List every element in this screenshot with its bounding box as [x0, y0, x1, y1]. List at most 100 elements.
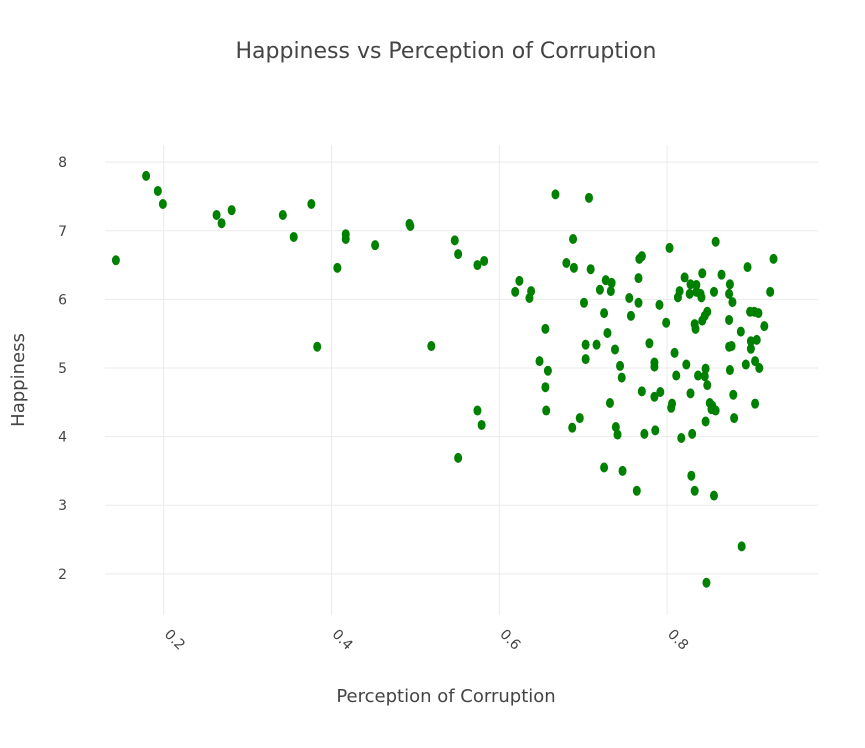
point: [670, 347, 679, 358]
point: [632, 485, 641, 496]
point: [682, 359, 691, 370]
point: [769, 253, 778, 264]
point: [650, 391, 659, 402]
y-tick-label: 4: [58, 430, 67, 446]
point: [427, 341, 436, 352]
point: [746, 343, 755, 354]
point: [725, 279, 734, 290]
point: [158, 199, 167, 210]
point: [227, 205, 236, 216]
point: [592, 339, 601, 350]
point: [562, 258, 571, 269]
point: [586, 264, 595, 275]
y-tick-label: 7: [58, 224, 67, 240]
point: [655, 299, 664, 310]
point: [754, 308, 763, 319]
point: [741, 359, 750, 370]
point: [569, 234, 578, 244]
point: [511, 286, 520, 297]
point: [686, 388, 695, 399]
x-axis-label: Perception of Corruption: [336, 686, 555, 707]
point: [697, 292, 706, 303]
point: [662, 317, 671, 328]
point: [611, 344, 620, 355]
point: [672, 370, 681, 381]
point: [515, 275, 524, 286]
point: [743, 262, 752, 273]
y-tick-label: 6: [58, 292, 67, 308]
point: [730, 413, 739, 424]
point: [668, 398, 677, 409]
point: [406, 220, 415, 231]
point: [686, 279, 695, 290]
point: [618, 465, 627, 476]
point: [477, 419, 486, 430]
point: [690, 319, 699, 330]
point: [717, 269, 726, 280]
point: [709, 286, 718, 297]
y-tick-label: 8: [58, 155, 67, 171]
y-tick-label: 2: [58, 567, 67, 583]
point: [656, 387, 665, 398]
point: [579, 297, 588, 308]
point: [645, 338, 654, 349]
point: [703, 380, 712, 391]
point: [541, 382, 550, 393]
point: [605, 397, 614, 408]
point: [725, 314, 734, 325]
point: [752, 334, 761, 345]
point: [289, 231, 298, 242]
point: [606, 286, 615, 297]
point: [625, 293, 634, 304]
y-tick-label: 5: [58, 361, 67, 377]
point: [725, 288, 734, 299]
point: [278, 209, 287, 220]
x-tick-label: 0.8: [664, 627, 691, 654]
point: [711, 236, 720, 247]
point: [727, 341, 736, 352]
point: [307, 199, 316, 210]
point: [153, 185, 162, 196]
point: [607, 277, 616, 288]
point: [535, 356, 544, 367]
point: [690, 485, 699, 496]
point: [665, 242, 674, 253]
point: [729, 389, 738, 400]
point: [675, 286, 684, 297]
point: [703, 306, 712, 317]
point: [637, 386, 646, 397]
point: [698, 268, 707, 279]
point: [634, 297, 643, 308]
point: [454, 452, 463, 463]
point: [637, 251, 646, 262]
point: [480, 255, 489, 266]
chart-title: Happiness vs Perception of Corruption: [235, 39, 656, 64]
point: [677, 432, 686, 443]
point: [751, 398, 760, 409]
point: [755, 362, 764, 373]
point: [736, 326, 745, 337]
point: [611, 422, 620, 432]
point: [595, 284, 604, 295]
point: [450, 235, 459, 246]
point: [688, 428, 697, 439]
point: [527, 286, 536, 297]
point: [711, 405, 720, 416]
point: [313, 341, 322, 352]
point: [581, 354, 590, 365]
point: [371, 240, 380, 251]
point: [111, 255, 120, 266]
point: [575, 413, 584, 424]
point: [634, 273, 643, 284]
point: [333, 262, 342, 273]
point: [701, 363, 710, 374]
point: [700, 371, 709, 382]
point: [568, 422, 577, 433]
y-axis-label: Happiness: [8, 333, 29, 427]
point: [341, 234, 350, 244]
point: [473, 260, 482, 271]
point: [626, 310, 635, 321]
point: [569, 262, 578, 273]
x-tick-label: 0.6: [496, 627, 523, 654]
point: [692, 279, 701, 290]
